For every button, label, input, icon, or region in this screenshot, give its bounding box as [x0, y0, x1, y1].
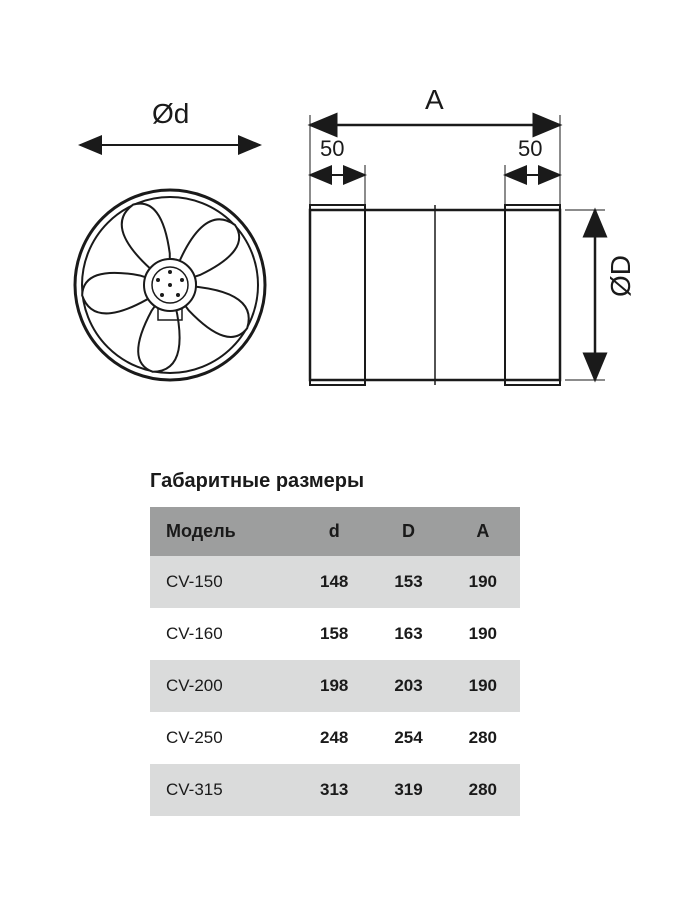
label-50-left: 50: [320, 136, 344, 162]
dimension-diagram: Ød A ØD 50 50: [0, 90, 675, 410]
col-A: A: [446, 507, 520, 556]
dimensions-table-area: Габаритные размеры Модель d D A CV-150 1…: [150, 470, 520, 816]
table-title: Габаритные размеры: [150, 470, 520, 493]
label-50-right: 50: [518, 136, 542, 162]
table-row: CV-160 158 163 190: [150, 608, 520, 660]
col-model: Модель: [150, 507, 297, 556]
label-length-A: A: [425, 84, 444, 116]
table-row: CV-250 248 254 280: [150, 712, 520, 764]
col-D: D: [371, 507, 445, 556]
label-diameter-d: Ød: [152, 98, 189, 130]
page: Ød A ØD 50 50: [0, 0, 675, 900]
fan-side-view: [310, 205, 560, 385]
table-row: CV-315 313 319 280: [150, 764, 520, 816]
col-d: d: [297, 507, 371, 556]
label-diameter-D: ØD: [605, 255, 637, 297]
table-header-row: Модель d D A: [150, 507, 520, 556]
table-row: CV-150 148 153 190: [150, 556, 520, 608]
table-row: CV-200 198 203 190: [150, 660, 520, 712]
dimensions-table: Модель d D A CV-150 148 153 190 CV-160 1…: [150, 507, 520, 816]
fan-front-view: [75, 190, 265, 380]
